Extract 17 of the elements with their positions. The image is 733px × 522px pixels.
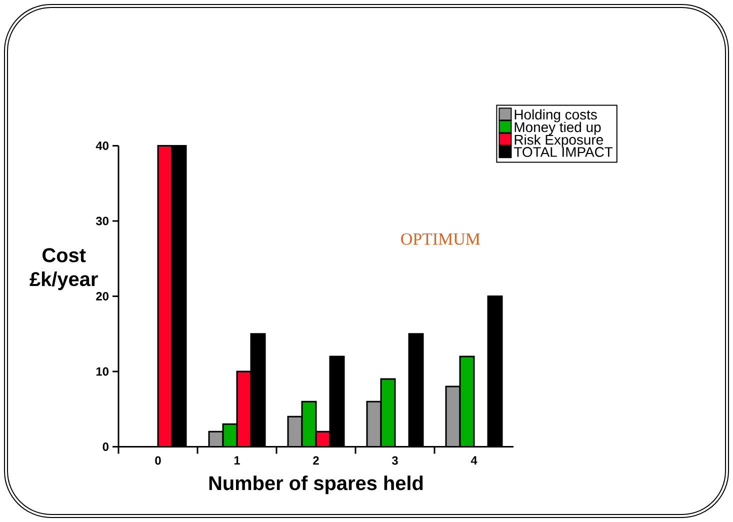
legend-label: TOTAL IMPACT	[514, 147, 613, 157]
y-tick-label: 30	[96, 216, 108, 226]
legend-label: Money tied up	[514, 122, 601, 135]
y-tick-label: 40	[96, 142, 108, 150]
annotation: OPTIMUM	[401, 233, 480, 245]
legend-label: Risk Exposure	[514, 134, 603, 148]
x-tick-label: 1	[234, 456, 240, 464]
legend-label: Holding costs	[514, 109, 597, 122]
x-axis-title: Number of spares held	[209, 476, 423, 494]
y-tick-label: 10	[96, 367, 108, 376]
x-tick-label: 4	[470, 456, 478, 464]
y-tick-label: 20	[96, 292, 108, 300]
x-tick-label: 0	[155, 456, 161, 465]
x-tick-label: 2	[313, 456, 319, 465]
y-tick-label: 0	[102, 442, 108, 451]
y-axis-title: Cost £k/year	[30, 248, 98, 290]
x-tick-label: 3	[392, 456, 398, 465]
